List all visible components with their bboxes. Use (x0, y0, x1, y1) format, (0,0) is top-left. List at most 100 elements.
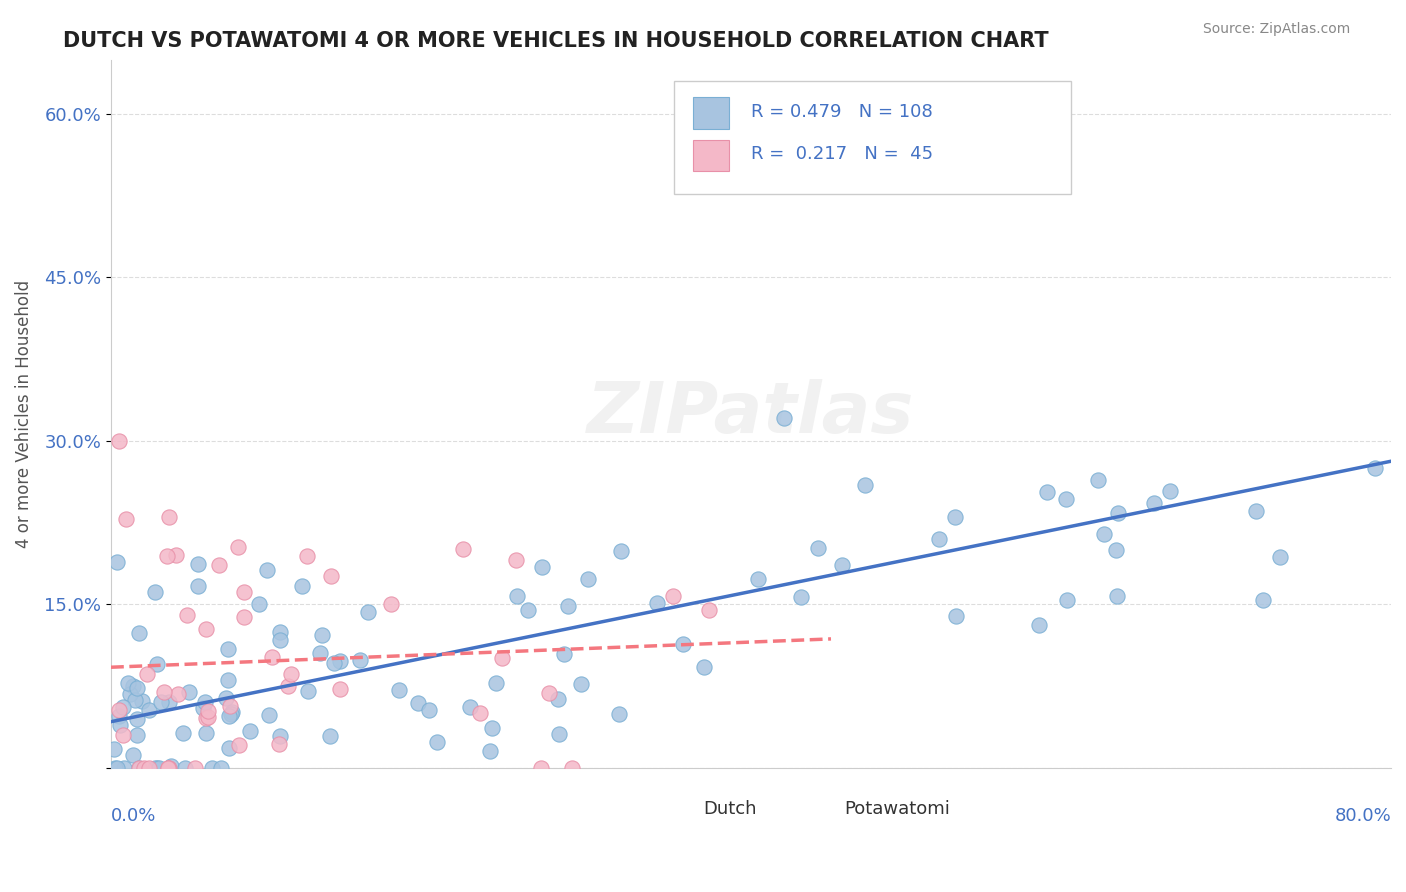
Point (105, 761, 128, 775)
Point (232, 585, 254, 599)
Point (127, 681, 149, 696)
Point (453, 541, 475, 556)
Point (108, 718, 131, 732)
Point (560, 761, 582, 775)
Text: R = 0.479   N = 108: R = 0.479 N = 108 (751, 103, 932, 121)
Point (257, 708, 280, 723)
Text: Dutch: Dutch (703, 800, 756, 819)
Point (1056, 593, 1078, 607)
Point (943, 509, 966, 524)
Point (138, 761, 160, 775)
Point (1244, 504, 1267, 518)
Point (517, 603, 540, 617)
Point (807, 541, 830, 556)
Point (187, 558, 209, 572)
Point (772, 411, 794, 425)
Point (1105, 542, 1128, 557)
Point (160, 758, 183, 772)
Point (174, 761, 197, 775)
Point (157, 510, 180, 524)
Point (187, 579, 209, 593)
Point (329, 681, 352, 696)
Point (831, 558, 853, 573)
Point (125, 727, 148, 741)
Point (1251, 593, 1274, 607)
Point (120, 687, 142, 701)
Text: R =  0.217   N =  45: R = 0.217 N = 45 (751, 145, 934, 163)
Point (1268, 549, 1291, 564)
Point (576, 573, 599, 587)
Point (747, 572, 769, 586)
Point (693, 660, 716, 674)
Point (112, 761, 135, 775)
Point (103, 742, 125, 756)
Point (256, 563, 278, 577)
Point (239, 723, 262, 738)
Text: Source: ZipAtlas.com: Source: ZipAtlas.com (1202, 22, 1350, 37)
Point (426, 735, 449, 749)
Point (176, 607, 198, 622)
Point (468, 706, 491, 720)
Point (291, 579, 314, 593)
Point (167, 687, 190, 701)
Point (928, 533, 950, 547)
Point (531, 560, 554, 574)
Point (697, 603, 720, 617)
Point (108, 702, 131, 716)
Point (607, 706, 630, 721)
Point (458, 699, 481, 714)
Point (1036, 484, 1059, 499)
Point (217, 673, 239, 688)
Point (505, 553, 527, 567)
Text: 80.0%: 80.0% (1334, 806, 1391, 824)
Point (1054, 492, 1077, 507)
Point (114, 511, 136, 525)
Point (647, 596, 669, 610)
Point (329, 654, 352, 668)
Point (262, 650, 284, 665)
Point (111, 700, 134, 714)
Point (148, 761, 170, 775)
Point (150, 696, 173, 710)
Point (201, 761, 224, 775)
Point (610, 544, 633, 558)
Point (1143, 496, 1166, 510)
Point (219, 706, 242, 721)
Point (319, 729, 342, 743)
Point (218, 740, 240, 755)
Point (165, 548, 187, 562)
Point (208, 558, 231, 572)
Point (380, 598, 402, 612)
Point (146, 657, 169, 671)
Point (153, 685, 176, 699)
Point (211, 761, 233, 775)
Point (124, 693, 146, 707)
Point (156, 761, 179, 775)
Point (323, 657, 346, 671)
Point (215, 691, 238, 706)
Point (1028, 618, 1050, 632)
Point (406, 696, 429, 710)
Text: ZIPatlas: ZIPatlas (588, 379, 915, 448)
Point (217, 641, 239, 656)
Text: Potawatomi: Potawatomi (845, 800, 950, 819)
Point (319, 569, 342, 583)
Point (157, 761, 180, 775)
Point (553, 647, 575, 661)
Point (945, 609, 967, 624)
Point (491, 650, 513, 665)
Point (505, 589, 527, 603)
Point (184, 761, 207, 775)
Point (218, 709, 240, 723)
Point (548, 727, 571, 741)
Point (672, 637, 695, 651)
Point (143, 761, 166, 775)
Bar (808, 796, 837, 823)
Point (247, 597, 270, 611)
Point (117, 675, 139, 690)
Point (121, 680, 143, 694)
Point (219, 698, 242, 713)
Point (228, 738, 250, 752)
Point (128, 626, 150, 640)
Point (269, 633, 291, 648)
